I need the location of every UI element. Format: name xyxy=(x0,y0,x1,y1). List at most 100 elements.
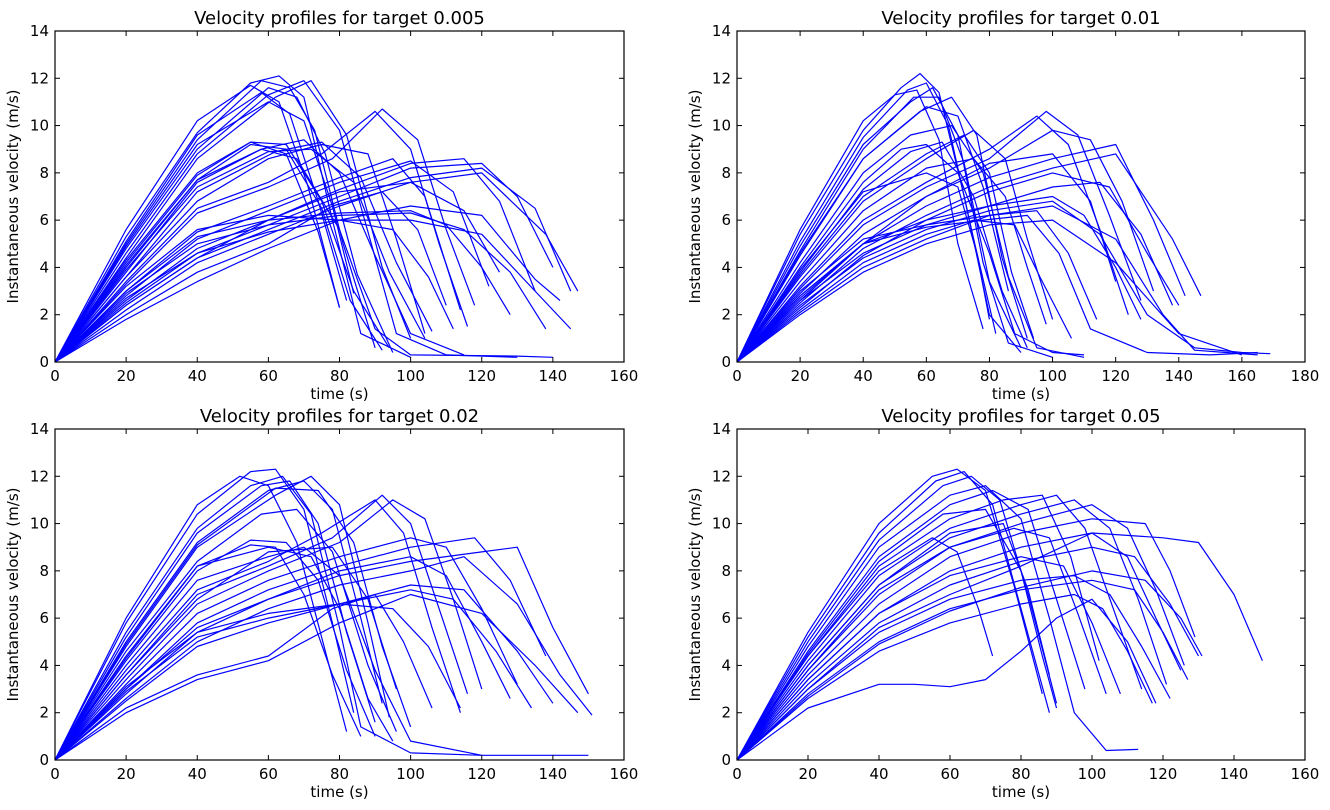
velocity-profile-line xyxy=(737,153,1117,362)
velocity-profile-line xyxy=(55,556,593,760)
x-tick-label: 20 xyxy=(791,367,810,385)
x-tick-label: 100 xyxy=(396,367,425,385)
velocity-profile-line xyxy=(55,468,355,760)
x-tick-label: 140 xyxy=(1164,367,1193,385)
x-axis-label: time (s) xyxy=(992,783,1050,801)
velocity-profile-line xyxy=(737,523,1050,760)
velocity-profile-line xyxy=(737,556,1121,760)
y-tick-label: 6 xyxy=(721,211,731,229)
x-tick-label: 20 xyxy=(117,367,136,385)
velocity-profile-line xyxy=(737,87,1053,362)
velocity-profile-line xyxy=(55,546,394,760)
y-tick-label: 4 xyxy=(39,258,49,276)
velocity-profile-line xyxy=(55,544,362,760)
velocity-profile-line xyxy=(55,539,376,760)
y-tick-label: 0 xyxy=(39,353,49,371)
x-tick-label: 140 xyxy=(539,765,568,783)
series-group xyxy=(737,73,1271,362)
y-tick-label: 14 xyxy=(30,420,49,438)
velocity-profile-line xyxy=(55,494,469,760)
y-tick-label: 10 xyxy=(30,117,49,135)
velocity-profile-line xyxy=(737,570,1203,760)
velocity-profile-line xyxy=(55,108,476,362)
velocity-profile-line xyxy=(55,80,376,362)
velocity-profile-line xyxy=(55,80,518,362)
x-tick-label: 160 xyxy=(610,367,639,385)
x-tick-label: 0 xyxy=(50,765,60,783)
x-tick-label: 60 xyxy=(917,367,936,385)
velocity-profile-line xyxy=(737,537,994,760)
velocity-profile-line xyxy=(737,89,984,362)
velocity-profile-line xyxy=(55,210,511,362)
velocity-profile-line xyxy=(55,172,579,362)
velocity-profile-line xyxy=(737,485,1139,760)
y-tick-label: 14 xyxy=(712,22,731,40)
x-tick-label: 80 xyxy=(980,367,999,385)
velocity-profile-line xyxy=(55,148,426,362)
velocity-profile-line xyxy=(737,593,1153,760)
x-tick-label: 120 xyxy=(467,367,496,385)
velocity-profile-line xyxy=(55,141,341,362)
velocity-profile-line xyxy=(737,219,1243,362)
velocity-profile-line xyxy=(55,141,390,362)
x-tick-label: 40 xyxy=(869,765,888,783)
x-tick-label: 180 xyxy=(1291,367,1320,385)
velocity-profile-line xyxy=(55,91,348,362)
velocity-profile-line xyxy=(55,87,394,362)
axes-frame xyxy=(736,30,1306,363)
x-tick-label: 20 xyxy=(798,765,817,783)
y-axis-label: Instantaneous velocity (m/s) xyxy=(686,488,704,702)
x-tick-label: 140 xyxy=(539,367,568,385)
chart-title: Velocity profiles for target 0.005 xyxy=(194,8,485,29)
velocity-profile-line xyxy=(737,579,1189,760)
velocity-profile-line xyxy=(737,82,997,362)
x-tick-label: 120 xyxy=(1149,765,1178,783)
velocity-profile-line xyxy=(737,129,1054,362)
y-tick-label: 12 xyxy=(712,467,731,485)
velocity-profile-line xyxy=(737,219,1073,362)
velocity-profile-line xyxy=(55,546,397,760)
x-tick-label: 100 xyxy=(396,765,425,783)
x-tick-label: 100 xyxy=(1038,367,1067,385)
y-tick-label: 2 xyxy=(721,704,731,722)
velocity-profile-line xyxy=(737,499,1168,760)
series-group xyxy=(55,468,593,760)
chart-title: Velocity profiles for target 0.05 xyxy=(881,406,1160,427)
velocity-profile-line xyxy=(737,527,1107,760)
y-tick-label: 2 xyxy=(39,306,49,324)
velocity-profile-line xyxy=(55,212,547,362)
y-tick-label: 8 xyxy=(39,164,49,182)
velocity-profile-line xyxy=(55,556,511,760)
subplot-target-0.005: 0 20 40 60 80 100 120 140 160 0 2 4 6 8 10 12 14 Velocity… xyxy=(4,8,638,403)
y-tick-label: 10 xyxy=(712,515,731,533)
velocity-profile-line xyxy=(55,143,426,362)
velocity-profile-line xyxy=(55,75,411,362)
velocity-profile-line xyxy=(737,125,1085,362)
x-tick-label: 60 xyxy=(259,765,278,783)
x-tick-label: 0 xyxy=(50,367,60,385)
x-axis-label: time (s) xyxy=(310,783,368,801)
velocity-profile-line xyxy=(737,489,1086,760)
x-tick-label: 120 xyxy=(1101,367,1130,385)
y-tick-label: 10 xyxy=(30,515,49,533)
x-tick-label: 40 xyxy=(188,367,207,385)
velocity-profile-line xyxy=(55,148,553,362)
velocity-profile-line xyxy=(737,494,1143,760)
y-tick-label: 4 xyxy=(39,656,49,674)
velocity-profile-line xyxy=(55,158,536,362)
y-tick-label: 2 xyxy=(39,704,49,722)
velocity-profile-line xyxy=(737,532,1182,760)
x-tick-label: 160 xyxy=(610,765,639,783)
chart-title: Velocity profiles for target 0.01 xyxy=(881,8,1160,29)
x-tick-label: 160 xyxy=(1291,765,1320,783)
x-tick-label: 100 xyxy=(1078,765,1107,783)
x-tick-label: 80 xyxy=(330,765,349,783)
velocity-profile-line xyxy=(55,546,589,760)
y-tick-label: 12 xyxy=(712,69,731,87)
velocity-profile-line xyxy=(55,205,561,362)
y-tick-label: 14 xyxy=(30,22,49,40)
velocity-profile-line xyxy=(737,134,1035,362)
velocity-profile-line xyxy=(55,475,482,760)
velocity-profile-line xyxy=(55,214,454,362)
x-axis-label: time (s) xyxy=(992,385,1050,403)
